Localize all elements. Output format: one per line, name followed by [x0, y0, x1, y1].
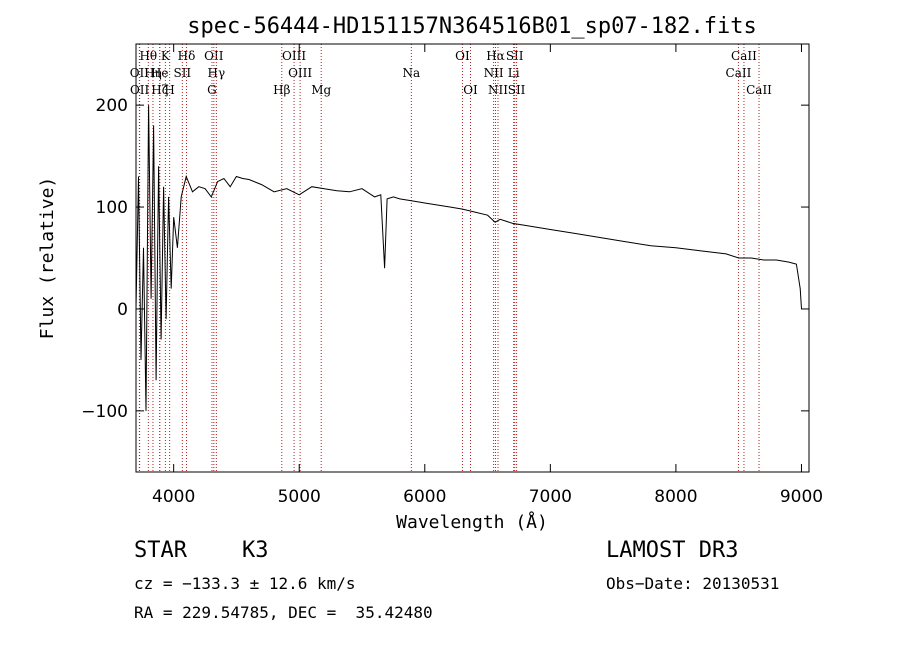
marker-label-22: Hβ [273, 83, 290, 97]
plot-frame [135, 43, 810, 473]
chart-title: spec-56444-HD151157N364516B01_sp07-182.f… [187, 14, 757, 39]
x-tick-label-0: 4000 [152, 487, 195, 507]
marker-label-4: OIII [282, 49, 306, 63]
x-tick-label-4: 8000 [654, 487, 697, 507]
marker-label-3: OII [204, 49, 224, 63]
marker-label-19: Hζ [151, 83, 168, 97]
x-tick-label-1: 5000 [278, 487, 321, 507]
y-tick-label-3: 200 [96, 96, 128, 116]
marker-label-26: NII [488, 83, 508, 97]
subclass: K3 [242, 538, 269, 563]
marker-label-14: OIII [288, 66, 312, 80]
marker-label-20: H [164, 83, 174, 97]
marker-label-13: Hγ [208, 66, 226, 80]
marker-label-21: G [207, 83, 217, 97]
object-class: STAR [134, 538, 187, 563]
marker-label-2: Hδ [178, 49, 196, 63]
x-axis-label: Wavelength (Å) [396, 511, 548, 533]
marker-label-12: SII [173, 66, 191, 80]
marker-label-11: He [151, 66, 169, 80]
x-axis: 4000 5000 6000 7000 8000 9000 [152, 44, 823, 507]
marker-label-15: NII [484, 66, 504, 80]
x-tick-label-5: 9000 [780, 487, 823, 507]
series-line-0 [135, 105, 802, 411]
x-tick-label-2: 6000 [403, 487, 446, 507]
marker-label-1: K [161, 49, 171, 63]
velocity-readout: cz = −133.3 ± 12.6 km/s [134, 574, 356, 593]
marker-label-10: Hη [144, 66, 162, 80]
marker-label-24: Na [403, 66, 421, 80]
y-tick-label-0: −100 [81, 402, 128, 422]
marker-label-16: Li [508, 66, 520, 80]
coordinates: RA = 229.54785, DEC = 35.42480 [134, 603, 433, 622]
x-tick-label-3: 7000 [529, 487, 572, 507]
survey-name: LAMOST DR3 [606, 538, 739, 563]
y-axis-label: Flux (relative) [37, 177, 58, 340]
marker-label-5: OI [455, 49, 470, 63]
obs-date: Obs−Date: 20130531 [606, 574, 780, 593]
marker-label-28: CaII [746, 83, 772, 97]
marker-label-23: Mg [311, 83, 331, 97]
marker-label-7: SII [506, 49, 524, 63]
marker-label-6: Hα [486, 49, 505, 63]
y-tick-label-1: 0 [117, 300, 128, 320]
flux-series [135, 105, 802, 411]
marker-label-17: CaII [726, 66, 752, 80]
y-tick-label-2: 100 [96, 198, 128, 218]
marker-label-9: OII [130, 66, 150, 80]
marker-label-8: CaII [731, 49, 757, 63]
marker-label-0: Hθ [139, 49, 157, 63]
marker-label-18: OII [130, 83, 150, 97]
y-axis: −100 0 100 200 [81, 96, 809, 422]
marker-label-25: OI [463, 83, 478, 97]
marker-label-27: SII [508, 83, 526, 97]
